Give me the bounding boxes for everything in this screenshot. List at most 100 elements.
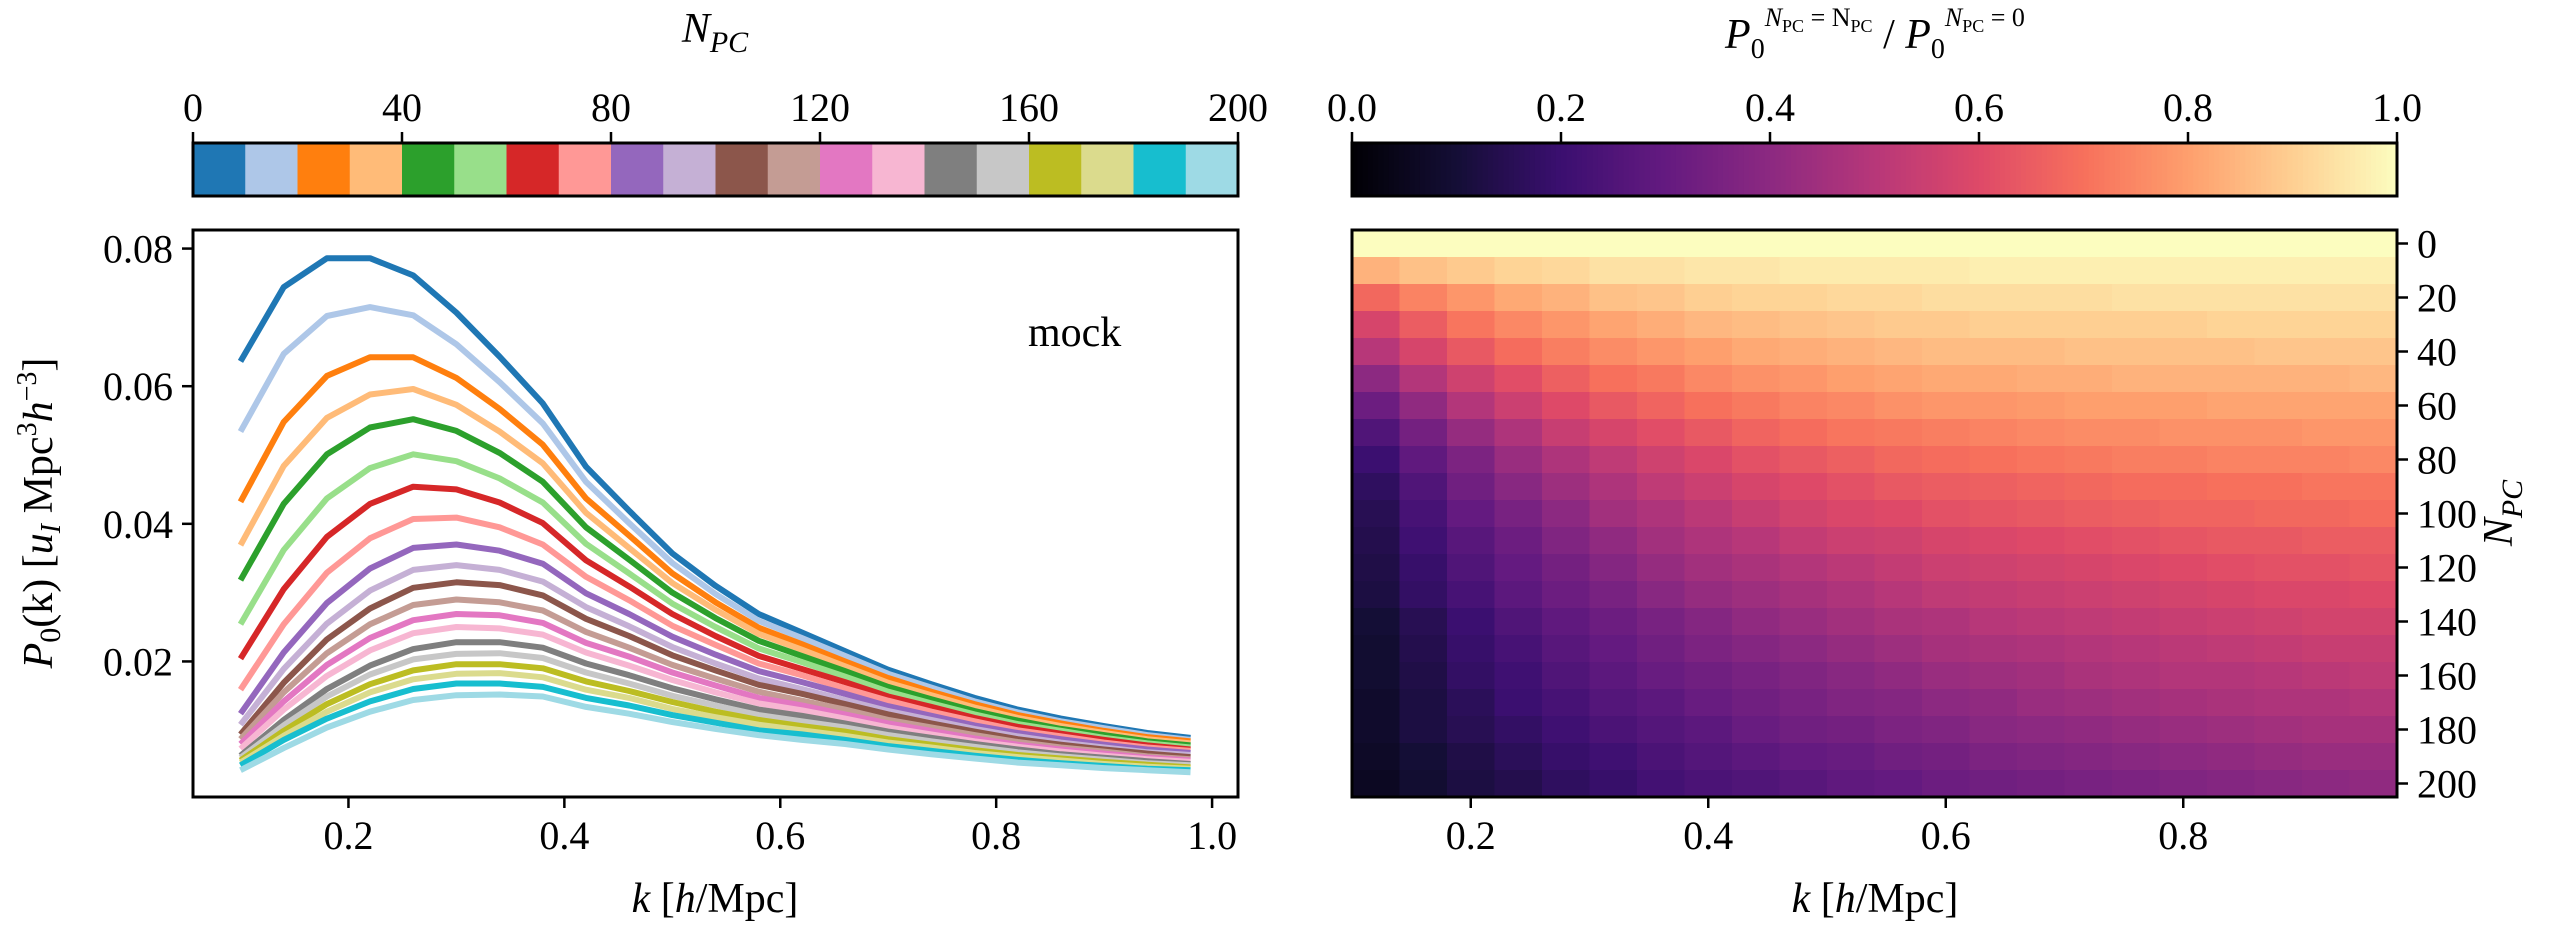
colorbar-gradient-step — [2146, 143, 2153, 196]
colorbar-tick-label: 40 — [382, 85, 422, 130]
heatmap-cell — [2064, 770, 2113, 798]
colorbar-tick-label: 0.8 — [2163, 85, 2213, 130]
colorbar-tick-label: 1.0 — [2372, 85, 2422, 130]
heatmap-cell — [1589, 554, 1638, 582]
heatmap-cell — [1779, 311, 1828, 339]
heatmap-cell — [1447, 581, 1496, 609]
colorbar-gradient-step — [1498, 143, 1505, 196]
heatmap-cell — [2207, 230, 2256, 258]
colorbar-gradient-step — [1895, 143, 1902, 196]
heatmap-cell — [1969, 419, 2018, 447]
colorbar-gradient-step — [2182, 143, 2189, 196]
heatmap-cell — [2064, 500, 2113, 528]
colorbar-gradient-step — [1879, 143, 1886, 196]
heatmap-cell — [1542, 500, 1591, 528]
heatmap-cell — [1447, 284, 1496, 312]
heatmap-cell — [1969, 365, 2018, 393]
colorbar-gradient-step — [1519, 143, 1526, 196]
colorbar-gradient-step — [2282, 143, 2288, 196]
heatmap-cell — [2159, 743, 2208, 771]
colorbar-gradient-step — [1660, 143, 1667, 196]
heatmap-cell — [1637, 338, 1686, 366]
heatmap-cell — [2112, 365, 2161, 393]
colorbar-gradient-step — [1482, 143, 1489, 196]
heatmap-cell — [2254, 311, 2303, 339]
heatmap-cell — [2017, 554, 2066, 582]
colorbar-gradient-step — [1628, 143, 1635, 196]
heatmap-cell — [2017, 311, 2066, 339]
colorbar-gradient-step — [1576, 143, 1583, 196]
heatmap-cell — [1874, 419, 1923, 447]
heatmap-cell — [2159, 689, 2208, 717]
heatmap-cell — [1542, 635, 1591, 663]
heatmap-cell — [2254, 419, 2303, 447]
heatmap-cell — [1399, 392, 1448, 420]
heatmap-cell — [1494, 527, 1543, 555]
heatmap-cell — [1969, 257, 2018, 285]
colorbar-gradient-step — [1597, 143, 1604, 196]
heatmap-cell — [2349, 338, 2398, 366]
colorbar-segment — [193, 143, 246, 196]
colorbar-gradient-step — [2323, 143, 2330, 196]
colorbar-tick-label: 0 — [183, 85, 203, 130]
colorbar-gradient-step — [2188, 143, 2194, 196]
heatmap-cell — [1447, 662, 1496, 690]
colorbar-gradient-step — [1644, 143, 1651, 196]
heatmap-cell — [2112, 608, 2161, 636]
label-part: PC — [1782, 16, 1804, 36]
colorbar-gradient-step — [1931, 143, 1938, 196]
colorbar-segment — [245, 143, 298, 196]
y-tick-label: 40 — [2417, 330, 2457, 375]
colorbar-gradient-step — [2125, 143, 2132, 196]
heatmap-cell — [1542, 770, 1591, 798]
heatmap-cell — [1922, 257, 1971, 285]
heatmap-cell — [1779, 419, 1828, 447]
heatmap-cell — [1827, 689, 1876, 717]
colorbar-segment — [558, 143, 612, 196]
heatmap-cell — [1494, 500, 1543, 528]
heatmap-cell — [1399, 662, 1448, 690]
heatmap-cell — [1827, 230, 1876, 258]
heatmap-cell — [2349, 257, 2398, 285]
colorbar-gradient-step — [1905, 143, 1912, 196]
heatmap-cell — [2112, 635, 2161, 663]
heatmap-cell — [1494, 257, 1543, 285]
heatmap-cell — [1874, 743, 1923, 771]
heatmap-cell — [1494, 473, 1543, 501]
y-tick-label: 200 — [2417, 762, 2477, 807]
heatmap-cell — [1589, 716, 1638, 744]
heatmap-cell — [2302, 446, 2351, 474]
colorbar-gradient-step — [1613, 143, 1620, 196]
colorbar-segment — [1081, 143, 1134, 196]
heatmap-cell — [1494, 392, 1543, 420]
colorbar-gradient-step — [2370, 143, 2377, 196]
colorbar-gradient-step — [2062, 143, 2069, 196]
heatmap-cell — [2349, 365, 2398, 393]
heatmap-cell — [1779, 473, 1828, 501]
colorbar-gradient-step — [1968, 143, 1975, 196]
heatmap-cell — [1684, 635, 1733, 663]
colorbar-gradient-step — [1979, 143, 1985, 196]
label-part: PC — [709, 26, 749, 59]
colorbar-gradient-step — [1785, 143, 1792, 196]
colorbar-gradient-step — [1378, 143, 1384, 196]
y-tick-label: 80 — [2417, 438, 2457, 483]
series-line-npc-190 — [239, 691, 1191, 776]
colorbar-gradient-step — [1884, 143, 1891, 196]
heatmap-cell — [1637, 608, 1686, 636]
colorbar-gradient-step — [1911, 143, 1917, 196]
heatmap-cell — [1589, 662, 1638, 690]
colorbar-gradient-step — [2250, 143, 2257, 196]
colorbar-gradient-step — [2167, 143, 2173, 196]
colorbar-gradient-step — [1843, 143, 1849, 196]
heatmap-cell — [2207, 770, 2256, 798]
heatmap-cell — [2207, 608, 2256, 636]
heatmap-cell — [2064, 716, 2113, 744]
colorbar-gradient-step — [1466, 143, 1473, 196]
heatmap-cell — [1494, 446, 1543, 474]
colorbar-tick-label: 160 — [999, 85, 1059, 130]
heatmap-cell — [2112, 770, 2161, 798]
heatmap-cell — [1684, 311, 1733, 339]
heatmap-cell — [1969, 554, 2018, 582]
heatmap-cell — [2349, 770, 2398, 798]
